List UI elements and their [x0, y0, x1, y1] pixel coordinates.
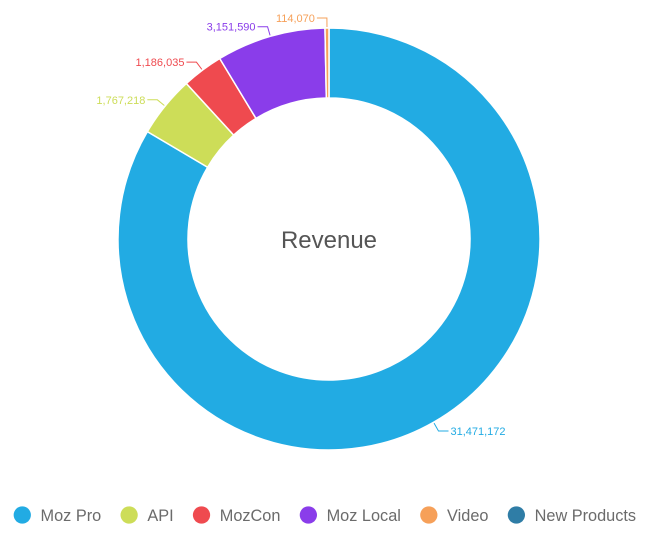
legend-marker-video: [420, 506, 438, 524]
legend-item-video[interactable]: Video: [420, 506, 488, 525]
data-label-video: 114,070: [276, 13, 315, 25]
legend-item-new-products[interactable]: New Products: [507, 506, 636, 525]
slice-video[interactable]: [324, 27, 330, 99]
data-label-api: 1,767,218: [96, 95, 145, 107]
callout-line-moz-pro: [433, 422, 449, 432]
legend-label-mozcon: MozCon: [220, 507, 281, 525]
legend-marker-new-products: [507, 506, 526, 524]
legend-label-moz-local: Moz Local: [327, 507, 401, 525]
data-label-callouts: 31,471,172 1,767,218 1,186,035 3,151,590 114…: [96, 13, 505, 438]
data-label-mozcon: 1,186,035: [136, 57, 185, 69]
callout-line-mozcon: [186, 61, 203, 70]
legend-item-moz-local[interactable]: Moz Local: [299, 506, 401, 525]
legend-label-api: API: [147, 507, 173, 525]
chart-title: Revenue: [281, 227, 377, 254]
legend-label-new-products: New Products: [535, 507, 636, 525]
legend-marker-moz-local: [299, 506, 318, 524]
callout-line-moz-local: [257, 26, 271, 36]
legend-label-video: Video: [447, 507, 488, 525]
legend-item-mozcon[interactable]: MozCon: [192, 506, 281, 525]
data-label-moz-local: 3,151,590: [207, 22, 256, 34]
legend-marker-mozcon: [192, 506, 211, 524]
legend-marker-moz-pro: [13, 506, 31, 524]
legend-item-moz-pro[interactable]: Moz Pro: [13, 506, 102, 525]
data-label-moz-pro: 31,471,172: [450, 426, 505, 438]
slice-moz-pro[interactable]: [117, 27, 541, 451]
legend-item-api[interactable]: API: [120, 506, 174, 525]
donut-slices: [117, 27, 541, 451]
legend-marker-api: [120, 506, 138, 524]
callout-line-api: [147, 99, 165, 106]
callout-line-video: [316, 17, 328, 28]
chart-legend: Moz Pro API MozCon Moz Local Video New Produc…: [13, 506, 636, 525]
legend-label-moz-pro: Moz Pro: [41, 507, 102, 525]
